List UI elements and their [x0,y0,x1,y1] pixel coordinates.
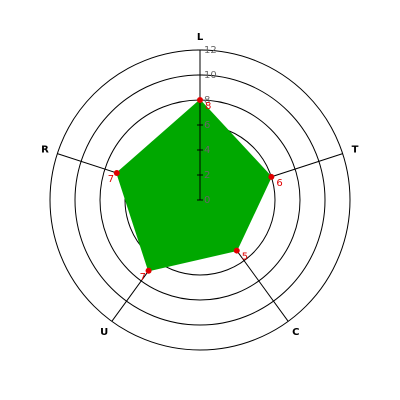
marker [145,267,152,274]
axis-label: L [197,32,204,43]
axis-label: C [292,327,299,338]
area [116,99,272,272]
r-tick-label: 6 [204,120,210,131]
r-tick-label: 0 [204,195,210,206]
marker [268,173,275,180]
value-label: 8 [205,101,211,112]
axis-label: U [100,327,108,338]
marker [233,247,240,254]
marker [113,169,120,176]
r-tick-label: 4 [204,145,210,156]
value-label: 7 [140,272,146,283]
value-label: 7 [108,174,114,185]
axis-label: R [41,145,49,156]
r-tick-label: 8 [204,95,210,106]
marker [197,97,203,103]
value-label: 5 [242,252,248,263]
r-tick-label: 10 [204,70,217,81]
value-label: 6 [276,178,282,189]
axis-label: T [352,145,359,156]
r-tick-label: 2 [204,170,210,181]
r-tick-label: 12 [204,45,217,56]
